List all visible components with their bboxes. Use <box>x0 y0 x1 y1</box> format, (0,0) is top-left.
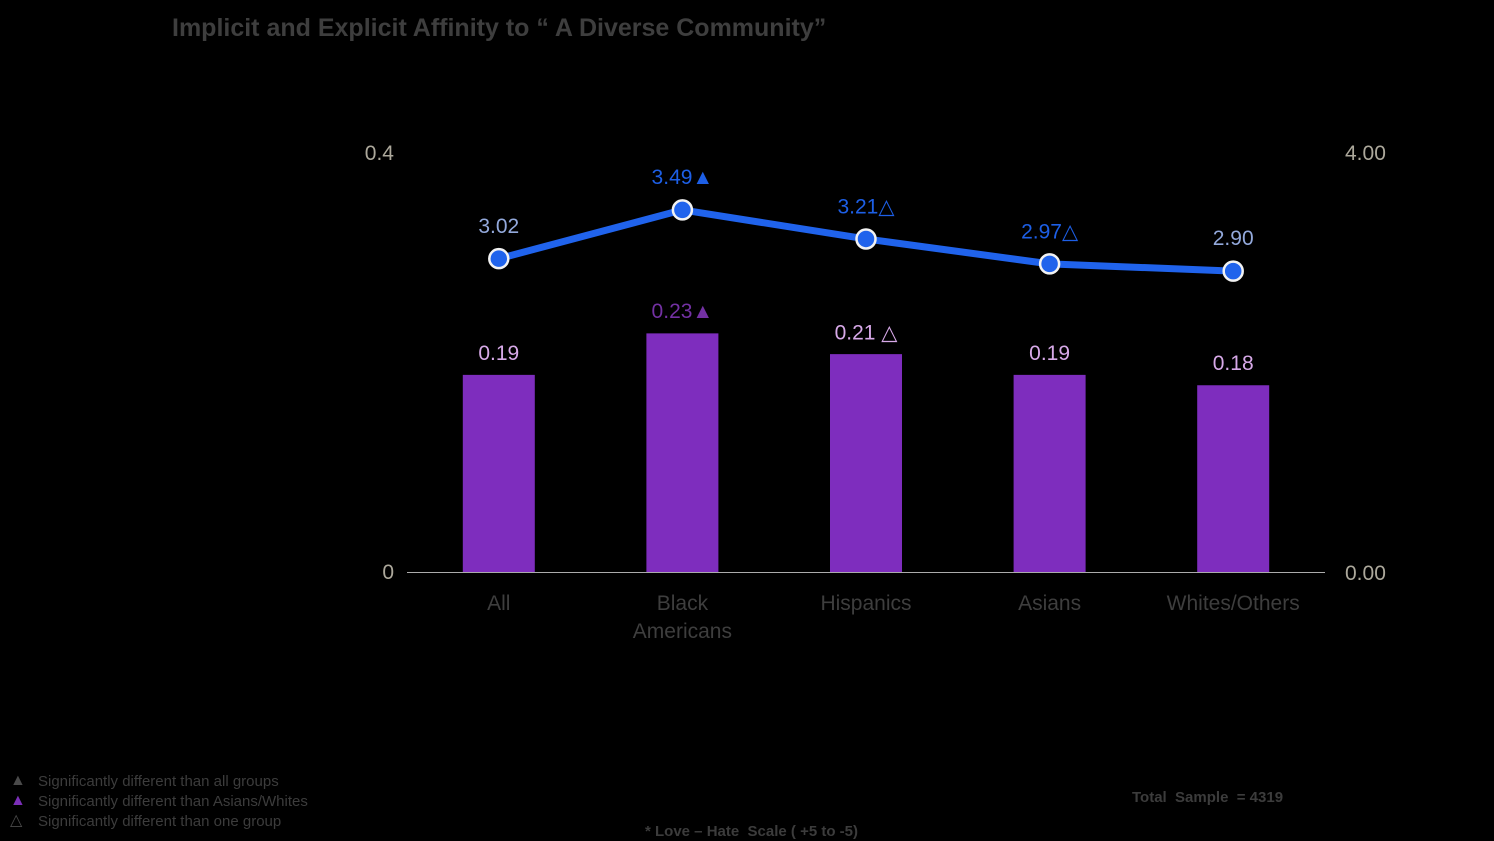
bar-value-label-4: 0.18 <box>1212 352 1254 376</box>
bar-value-label-0: 0.19 <box>478 341 520 365</box>
category-label-0: All <box>487 592 511 615</box>
bar-value-label-3: 0.19 <box>1029 341 1071 365</box>
bar-0 <box>462 374 535 572</box>
right-axis-max-label: 4.00 <box>1345 142 1386 165</box>
left-axis-max-label: 0.4 <box>364 142 394 165</box>
bar-2 <box>830 354 902 572</box>
category-label-1: Black Americans <box>632 592 732 643</box>
line-value-label-3: 2.97△ <box>1021 220 1079 244</box>
bar-4 <box>1197 385 1270 572</box>
legend-item: ▲ Significantly different than all group… <box>10 771 308 791</box>
category-label-4: Whites/Others <box>1166 592 1300 615</box>
right-axis-min-label: 0.00 <box>1345 562 1386 585</box>
data-point-marker-2 <box>855 228 877 250</box>
bar-3 <box>1013 374 1086 572</box>
legend-item-label: Significantly different than all groups <box>38 772 279 790</box>
line-value-label-4: 2.90 <box>1212 227 1254 251</box>
legend-item-label: Significantly different than one group <box>38 812 282 830</box>
scale-footnotes: * Love – Hate Scale ( +5 to -5) ** Impli… <box>645 777 946 841</box>
category-label-3: Asians <box>1018 592 1082 615</box>
significance-legend: ▲ Significantly different than all group… <box>10 771 308 831</box>
legend-item-label: Significantly different than Asians/Whit… <box>38 792 308 810</box>
data-point-marker-0 <box>488 247 510 270</box>
data-point-marker-3 <box>1038 253 1061 275</box>
bar-value-label-2: 0.21 △ <box>834 321 898 345</box>
chart-title: Implicit and Explicit Affinity to “ A Di… <box>172 14 827 42</box>
legend-item: △ Significantly different than one group <box>10 811 308 831</box>
line-value-label-2: 3.21△ <box>837 195 895 219</box>
footnote-love-hate-scale: * Love – Hate Scale ( +5 to -5) <box>645 823 858 840</box>
total-sample: Total Sample = 4319 <box>1132 789 1284 806</box>
filled-triangle-purple-icon: ▲ <box>10 792 26 809</box>
filled-triangle-gray-icon: ▲ <box>10 772 26 789</box>
left-axis-min-label: 0 <box>382 561 394 584</box>
category-label-2: Hispanics <box>820 592 912 615</box>
hollow-triangle-icon: △ <box>10 812 23 829</box>
data-point-marker-4 <box>1222 260 1244 282</box>
bar-1 <box>646 333 719 572</box>
bar-value-label-1: 0.23▲ <box>651 300 714 324</box>
data-point-marker-1 <box>671 199 694 221</box>
legend-item: ▲ Significantly different than Asians/Wh… <box>10 791 308 811</box>
line-value-label-0: 3.02 <box>478 214 520 238</box>
line-value-label-1: 3.49▲ <box>651 165 714 189</box>
